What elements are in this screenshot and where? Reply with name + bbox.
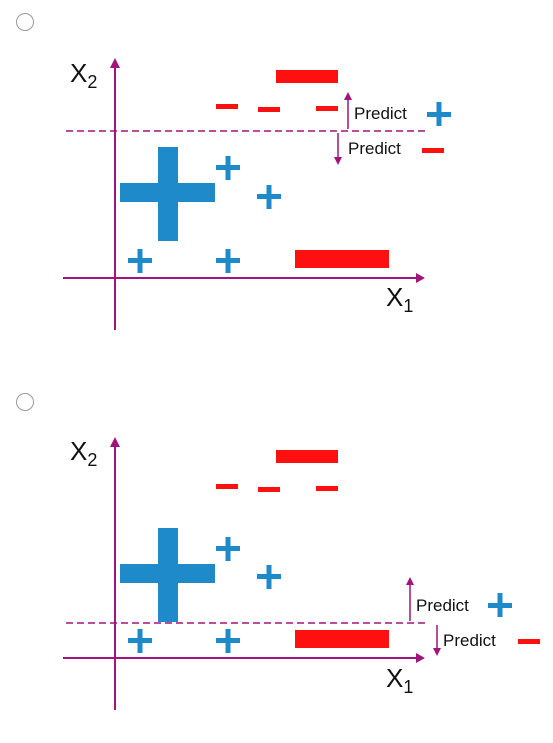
lower-region-minus-symbol [422, 148, 444, 153]
radio-button-option-2[interactable] [16, 393, 34, 411]
upper-region-plus-symbol [488, 593, 512, 617]
x1-axis-arrowhead [416, 273, 425, 283]
upper-region-plus-symbol [427, 102, 451, 126]
minus-marker [216, 104, 238, 109]
plus-marker [216, 537, 240, 561]
upper-region-label: Predict [416, 596, 469, 615]
minus-marker [258, 487, 280, 492]
lower-region-arrowhead [334, 157, 342, 165]
lower-region-label: Predict [443, 631, 496, 650]
answer-option-1[interactable]: X2 X1 Predict [0, 0, 553, 360]
answer-option-2[interactable]: X2 X1 Predict [0, 383, 553, 743]
minus-marker [216, 484, 238, 489]
radio-button-option-1[interactable] [16, 13, 34, 31]
plus-marker-large [120, 147, 215, 241]
plus-marker [257, 565, 281, 589]
x1-axis-label: X1 [386, 663, 413, 697]
minus-marker-large [295, 630, 389, 648]
plus-marker [128, 249, 152, 273]
decision-boundary-diagram-1: X2 X1 Predict [63, 58, 451, 330]
upper-region-arrowhead [344, 92, 352, 100]
plus-marker [128, 629, 152, 653]
x2-axis-label: X2 [70, 436, 97, 470]
minus-marker [258, 107, 280, 112]
decision-boundary-diagram-2: X2 X1 Predict [63, 436, 540, 710]
x2-axis-arrowhead [110, 437, 120, 447]
minus-marker-large [295, 250, 389, 268]
plus-marker [216, 156, 240, 180]
minus-marker-large [276, 450, 338, 463]
plus-marker [216, 629, 240, 653]
lower-region-minus-symbol [518, 639, 540, 644]
plus-marker [257, 185, 281, 209]
x1-axis-arrowhead [416, 653, 425, 663]
x1-axis-label: X1 [386, 282, 413, 316]
plus-marker [216, 249, 240, 273]
upper-region-arrowhead [406, 577, 414, 585]
minus-marker-large [276, 70, 338, 83]
minus-marker [316, 486, 338, 491]
plus-marker-large [120, 528, 215, 622]
lower-region-label: Predict [348, 139, 401, 158]
upper-region-label: Predict [354, 104, 407, 123]
minus-marker [316, 106, 338, 111]
x2-axis-arrowhead [110, 58, 120, 68]
lower-region-arrowhead [433, 648, 441, 656]
x2-axis-label: X2 [70, 58, 97, 92]
